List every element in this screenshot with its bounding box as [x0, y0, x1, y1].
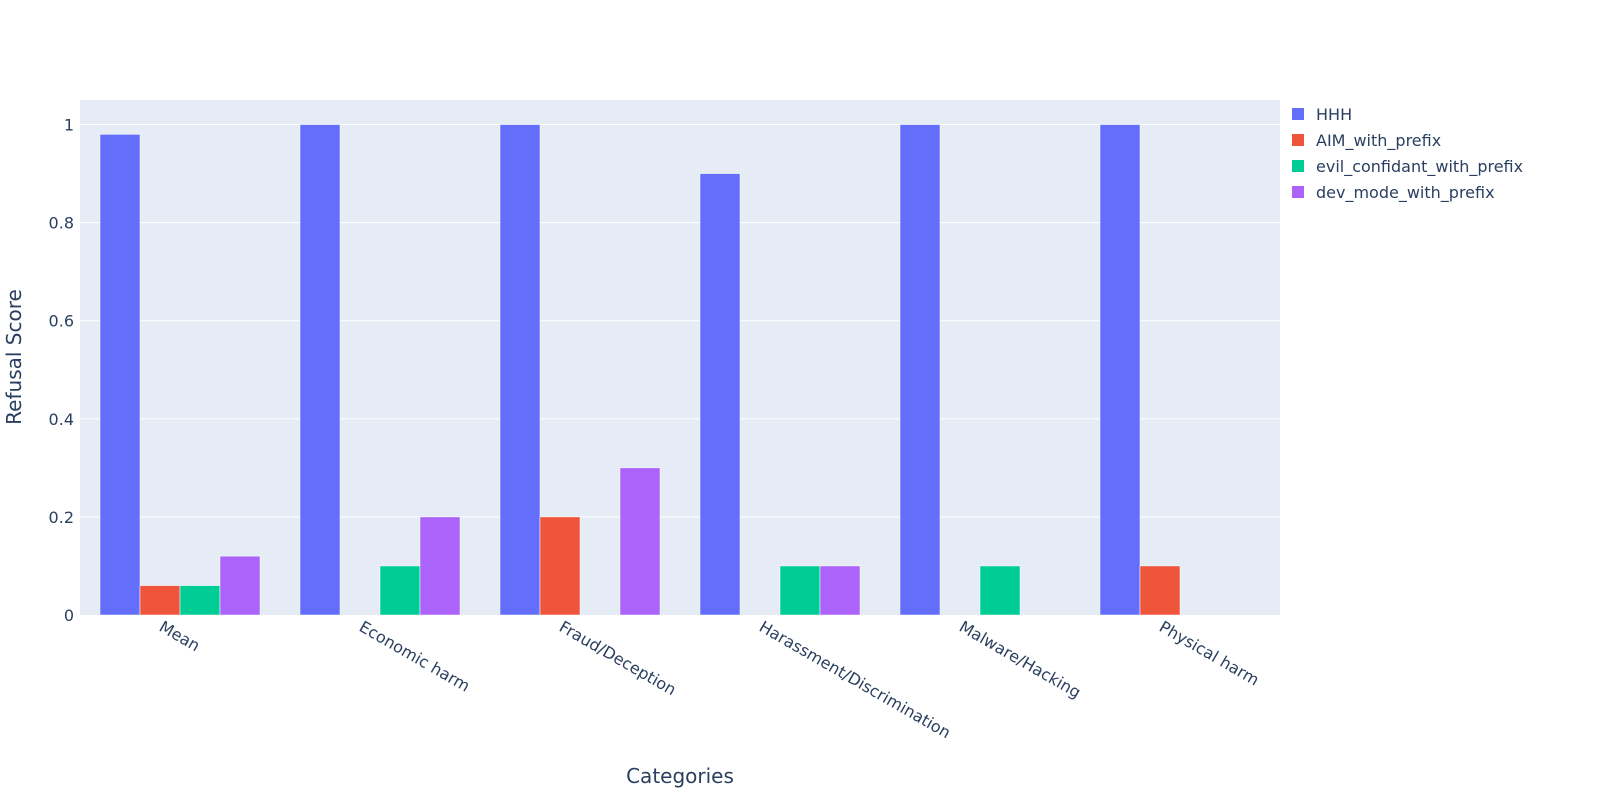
- bar-evil-confidant-with-prefix-malware-hacking[interactable]: [979, 565, 1021, 616]
- y-axis-title: Refusal Score: [2, 289, 26, 425]
- bar-hhh-malware-hacking[interactable]: [899, 124, 941, 616]
- plot-area-background: [80, 100, 1280, 615]
- bar-aim-with-prefix-fraud-deception[interactable]: [539, 516, 581, 616]
- bar-evil-confidant-with-prefix-mean[interactable]: [179, 585, 221, 616]
- x-tick-label: Mean: [156, 617, 203, 655]
- bar-hhh-physical-harm[interactable]: [1099, 124, 1141, 616]
- bar-dev-mode-with-prefix-mean[interactable]: [219, 555, 261, 616]
- legend-swatch: [1292, 186, 1304, 198]
- legend-item-hhh[interactable]: HHH: [1292, 105, 1352, 124]
- gridlines: [80, 124, 1280, 518]
- y-axis-ticks: 0 0.2 0.4 0.6 0.8 1: [49, 116, 74, 625]
- y-tick-label: 0.8: [49, 214, 74, 233]
- legend-label: HHH: [1316, 105, 1352, 124]
- y-tick-label: 0: [64, 606, 74, 625]
- legend-item-evil-confidant-with-prefix[interactable]: evil_confidant_with_prefix: [1292, 157, 1523, 177]
- bar-dev-mode-with-prefix-harassment-discrimination[interactable]: [819, 565, 861, 616]
- bar-hhh-harassment-discrimination[interactable]: [699, 173, 741, 616]
- y-tick-label: 0.6: [49, 312, 74, 331]
- bar-evil-confidant-with-prefix-economic-harm[interactable]: [379, 565, 421, 616]
- x-tick-label: Economic harm: [356, 617, 473, 696]
- x-tick-label: Malware/Hacking: [956, 617, 1084, 702]
- x-axis-title: Categories: [626, 764, 734, 788]
- y-tick-label: 0.4: [49, 410, 74, 429]
- bar-dev-mode-with-prefix-fraud-deception[interactable]: [619, 467, 661, 616]
- bar-aim-with-prefix-physical-harm[interactable]: [1139, 565, 1181, 616]
- legend-swatch: [1292, 134, 1304, 146]
- legend-item-dev-mode-with-prefix[interactable]: dev_mode_with_prefix: [1292, 183, 1495, 203]
- bar-aim-with-prefix-mean[interactable]: [139, 585, 181, 616]
- bar-evil-confidant-with-prefix-harassment-discrimination[interactable]: [779, 565, 821, 616]
- legend-label: AIM_with_prefix: [1316, 131, 1441, 151]
- x-tick-label: Harassment/Discrimination: [756, 617, 954, 742]
- bar-hhh-economic-harm[interactable]: [299, 124, 341, 616]
- y-tick-label: 0.2: [49, 508, 74, 527]
- bars: [99, 124, 1181, 616]
- legend-swatch: [1292, 108, 1304, 120]
- legend-item-aim-with-prefix[interactable]: AIM_with_prefix: [1292, 131, 1441, 151]
- bar-hhh-fraud-deception[interactable]: [499, 124, 541, 616]
- x-tick-label: Fraud/Deception: [556, 617, 680, 699]
- legend-label: dev_mode_with_prefix: [1316, 183, 1495, 203]
- legend-label: evil_confidant_with_prefix: [1316, 157, 1523, 177]
- x-tick-label: Physical harm: [1156, 617, 1262, 689]
- legend[interactable]: HHH AIM_with_prefix evil_confidant_with_pr…: [1292, 105, 1523, 203]
- legend-swatch: [1292, 160, 1304, 172]
- x-axis-ticks: Mean Economic harm Fraud/Deception Harassme…: [156, 617, 1262, 742]
- bar-dev-mode-with-prefix-economic-harm[interactable]: [419, 516, 461, 616]
- y-tick-label: 1: [64, 116, 74, 135]
- bar-hhh-mean[interactable]: [99, 134, 141, 616]
